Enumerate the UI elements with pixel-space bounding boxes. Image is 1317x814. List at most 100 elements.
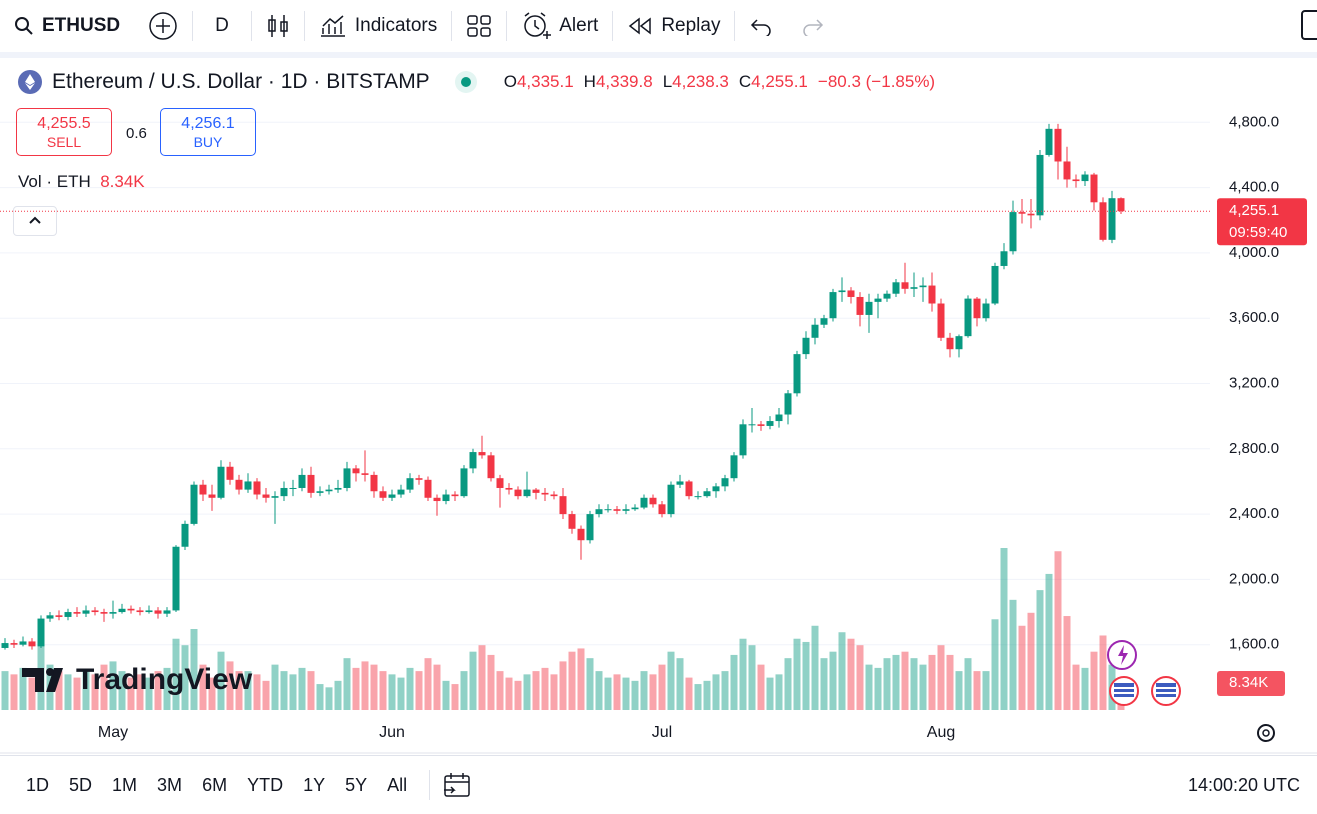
volume-bar [253,674,261,710]
chart-type[interactable] [252,8,304,44]
collapse-button[interactable] [13,206,57,236]
volume-bar [586,658,594,710]
range-button[interactable]: 3M [157,774,183,795]
volume-bar [388,674,396,710]
candle-body [712,486,720,492]
volume-bar [307,671,315,710]
candle-body [1108,198,1116,240]
range-button[interactable]: 5D [69,774,93,795]
price-tag-countdown: 09:59:40 [1229,224,1287,241]
x-tick-label: May [98,724,128,741]
candle-body [91,610,99,613]
volume-bar [784,658,792,710]
candle-body [370,474,378,492]
candle-body [145,610,153,613]
ohlc-value: 4,339.8 [595,72,653,91]
candle-body [64,612,72,617]
candle-body [487,455,495,479]
candle-body [541,492,549,495]
volume-name: Vol · ETH [18,172,91,191]
buy-button[interactable]: 4,256.1 BUY [160,108,256,156]
candle-body [235,479,243,490]
compare[interactable] [134,8,192,44]
candle-body [352,468,360,474]
replay[interactable]: Replay [613,8,734,44]
volume-bar [199,664,207,710]
volume-bar [865,664,873,710]
indicators[interactable]: Indicators [305,8,451,44]
volume-bar [748,645,756,710]
candle-body [676,481,684,485]
volume-bar [316,684,324,710]
candle-body [883,293,891,299]
volume-bar [370,664,378,710]
symbol-search[interactable]: ETHUSD [0,8,134,44]
volume-bar [577,648,585,710]
candle-body [424,479,432,498]
volume-bar [100,664,108,710]
range-button[interactable]: 6M [202,774,228,795]
volume-bar [1045,573,1053,710]
y-tick-label: 1,600.0 [1229,636,1279,653]
volume-bar [487,654,495,710]
candle-body [280,487,288,497]
volume-bar [217,651,225,710]
volume-bar [694,684,702,710]
candle-body [613,509,621,511]
redo[interactable] [787,8,839,44]
undo[interactable] [735,8,787,44]
range-button[interactable]: 1M [112,774,138,795]
layouts[interactable] [452,8,506,44]
candle-body [406,478,414,490]
candle-body [1,643,9,648]
volume-bar [676,658,684,710]
candle-body [82,610,90,614]
sell-button[interactable]: 4,255.5 SELL [16,108,112,156]
candle-body [856,296,864,315]
alert[interactable]: Alert [507,8,612,44]
candle-body [1090,174,1098,203]
range-button[interactable]: 5Y [345,774,368,795]
candle-body [829,292,837,319]
volume-bar [460,671,468,710]
candle-body [433,497,441,502]
volume-bar [163,667,171,710]
range-button[interactable]: All [387,774,408,795]
candle-body [190,484,198,524]
legend-header: Ethereum / U.S. Dollar · 1D · BITSTAMP O… [18,70,935,94]
ohlc-value: 4,335.1 [516,72,574,91]
volume-bar [919,664,927,710]
range-button[interactable]: 1D [26,774,50,795]
settings-icon[interactable] [1257,724,1275,742]
interval[interactable]: D [215,15,229,36]
volume-bar [757,664,765,710]
volume-bar [982,671,990,710]
volume-bar [667,651,675,710]
volume-bar [244,671,252,710]
candle-body [919,285,927,288]
candle-body [640,497,648,508]
ohlc-key: L [662,72,673,91]
candle-body [523,489,531,497]
candle-body [478,452,486,456]
candle-body [100,612,108,614]
candle-body [469,452,477,469]
panel-toggle[interactable] [1301,10,1317,40]
volume-bar [478,645,486,710]
volume-bar [469,651,477,710]
range-button[interactable]: 1Y [303,774,326,795]
range-button[interactable]: YTD [247,774,284,795]
volume-bar [1099,635,1107,710]
candle-body [946,337,954,350]
y-tick-label: 2,800.0 [1229,440,1279,457]
y-tick-label: 4,800.0 [1229,113,1279,130]
change: −80.3 (−1.85%) [817,72,936,91]
volume-bar [424,658,432,710]
sell-label: SELL [46,134,82,150]
volume-bar [856,645,864,710]
volume-bar [406,667,414,710]
candle-body [811,324,819,338]
candle-body [901,282,909,289]
volume-bar [811,625,819,710]
goto-date[interactable] [442,770,472,800]
